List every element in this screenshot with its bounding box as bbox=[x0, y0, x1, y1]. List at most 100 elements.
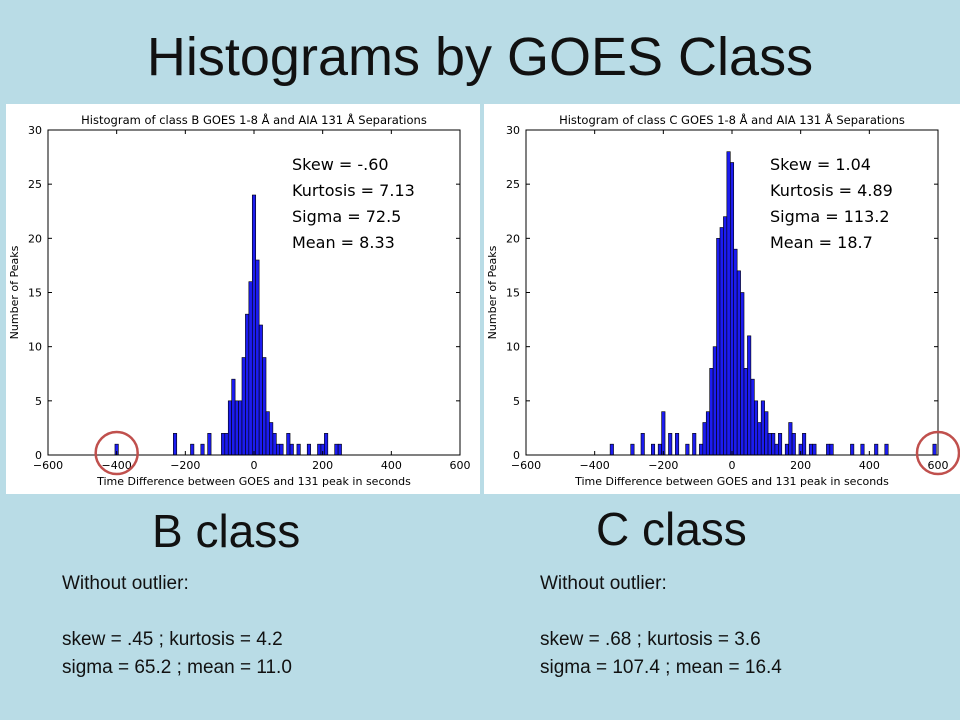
histogram-bar bbox=[788, 422, 793, 456]
y-tick-label: 25 bbox=[28, 178, 42, 191]
histogram-bar bbox=[699, 443, 704, 456]
y-tick-label: 25 bbox=[506, 178, 520, 191]
histogram-bar bbox=[651, 443, 656, 456]
c-class-label: C class bbox=[596, 503, 747, 555]
stat-skew: Skew = 1.04 bbox=[770, 155, 871, 174]
x-tick-label: −600 bbox=[33, 459, 63, 472]
histogram-bar bbox=[255, 259, 260, 456]
x-tick-label: 400 bbox=[859, 459, 880, 472]
stat-kurtosis: Kurtosis = 7.13 bbox=[292, 181, 415, 200]
histogram-bar bbox=[736, 270, 741, 456]
y-tick-label: 15 bbox=[506, 287, 520, 300]
histogram-bar bbox=[306, 443, 311, 456]
x-tick-label: −400 bbox=[102, 459, 132, 472]
histogram-bar bbox=[286, 433, 291, 456]
histogram-bar bbox=[884, 443, 889, 456]
y-axis-label: Number of Peaks bbox=[486, 245, 499, 339]
outlier-highlight-circle bbox=[915, 430, 960, 476]
histogram-bar bbox=[190, 443, 195, 456]
outlier-heading: Without outlier: bbox=[62, 573, 189, 594]
histogram-b-panel: Histogram of class B GOES 1-8 Å and AIA … bbox=[6, 104, 480, 494]
histogram-bar bbox=[227, 400, 232, 456]
histogram-bar bbox=[276, 443, 281, 456]
histogram-bar bbox=[279, 443, 284, 456]
y-tick-label: 5 bbox=[513, 395, 520, 408]
histogram-bar bbox=[640, 433, 645, 456]
x-tick-label: 600 bbox=[450, 459, 471, 472]
histogram-bar bbox=[719, 227, 724, 456]
histogram-bar bbox=[723, 216, 728, 456]
outlier-line-2: sigma = 65.2 ; mean = 11.0 bbox=[62, 657, 292, 678]
histogram-bar bbox=[248, 281, 253, 456]
x-tick-label: 200 bbox=[790, 459, 811, 472]
y-tick-label: 0 bbox=[35, 449, 42, 462]
histogram-bar bbox=[774, 443, 779, 456]
y-tick-label: 10 bbox=[28, 341, 42, 354]
chart-title: Histogram of class B GOES 1-8 Å and AIA … bbox=[81, 112, 427, 127]
histogram-bar bbox=[860, 443, 865, 456]
histogram-c-panel: Histogram of class C GOES 1-8 Å and AIA … bbox=[484, 104, 960, 494]
histogram-bar bbox=[657, 443, 662, 456]
c-outlier-stats: Without outlier: skew = .68 ; kurtosis =… bbox=[540, 570, 782, 682]
x-tick-label: −200 bbox=[648, 459, 678, 472]
histogram-bar bbox=[630, 443, 635, 456]
histogram-bar bbox=[245, 313, 250, 456]
histogram-c-stats: Skew = 1.04 Kurtosis = 4.89 Sigma = 113.… bbox=[770, 152, 893, 256]
histogram-bar bbox=[743, 368, 748, 456]
histogram-bar bbox=[685, 443, 690, 456]
histogram-bar bbox=[207, 433, 212, 456]
outlier-line-1: skew = .45 ; kurtosis = 4.2 bbox=[62, 629, 283, 650]
histogram-bar bbox=[705, 411, 710, 456]
histogram-bar bbox=[200, 443, 205, 456]
histogram-bar bbox=[932, 443, 937, 456]
histogram-bar bbox=[771, 433, 776, 456]
histogram-bar bbox=[760, 400, 765, 456]
histogram-bar bbox=[826, 443, 831, 456]
histogram-bar bbox=[791, 433, 796, 456]
histogram-bar bbox=[733, 248, 738, 456]
outlier-line-1: skew = .68 ; kurtosis = 3.6 bbox=[540, 629, 761, 650]
y-tick-label: 0 bbox=[513, 449, 520, 462]
histogram-bar bbox=[784, 443, 789, 456]
histogram-bar bbox=[692, 433, 697, 456]
x-tick-label: 0 bbox=[729, 459, 736, 472]
histogram-bar bbox=[317, 443, 322, 456]
outlier-heading: Without outlier: bbox=[540, 573, 667, 594]
stat-sigma: Sigma = 113.2 bbox=[770, 207, 890, 226]
histogram-bar bbox=[850, 443, 855, 456]
histogram-bar bbox=[334, 443, 339, 456]
histogram-bar bbox=[712, 346, 717, 456]
y-tick-label: 20 bbox=[28, 232, 42, 245]
histogram-c-chart: Histogram of class C GOES 1-8 Å and AIA … bbox=[486, 112, 960, 488]
histogram-bar bbox=[874, 443, 879, 456]
outlier-line-2: sigma = 107.4 ; mean = 16.4 bbox=[540, 657, 782, 678]
y-tick-label: 15 bbox=[28, 287, 42, 300]
histogram-bar bbox=[808, 443, 813, 456]
histogram-bar bbox=[709, 368, 714, 456]
histogram-bar bbox=[241, 357, 246, 456]
histogram-bar bbox=[802, 433, 807, 456]
stat-mean: Mean = 8.33 bbox=[292, 233, 395, 252]
histogram-bar bbox=[269, 422, 274, 456]
y-tick-label: 20 bbox=[506, 232, 520, 245]
b-class-label: B class bbox=[152, 505, 301, 557]
b-outlier-stats: Without outlier: skew = .45 ; kurtosis =… bbox=[62, 570, 292, 682]
histogram-bar bbox=[289, 443, 294, 456]
histogram-bar bbox=[757, 422, 762, 456]
histogram-bar bbox=[754, 400, 759, 456]
y-tick-label: 5 bbox=[35, 395, 42, 408]
histogram-bar bbox=[231, 378, 236, 456]
histogram-b-chart: Histogram of class B GOES 1-8 Å and AIA … bbox=[8, 112, 471, 488]
histogram-bar bbox=[258, 324, 263, 456]
x-tick-label: −200 bbox=[170, 459, 200, 472]
outlier-highlight-circle bbox=[94, 430, 139, 476]
histogram-bar bbox=[173, 433, 178, 456]
x-tick-label: 400 bbox=[381, 459, 402, 472]
histogram-bar bbox=[337, 443, 342, 456]
histogram-bar bbox=[750, 378, 755, 456]
histogram-bar bbox=[251, 194, 257, 456]
histogram-bar bbox=[812, 443, 817, 456]
histogram-bar bbox=[729, 162, 735, 456]
x-axis-label: Time Difference between GOES and 131 pea… bbox=[574, 475, 889, 488]
y-axis-label: Number of Peaks bbox=[8, 245, 21, 339]
